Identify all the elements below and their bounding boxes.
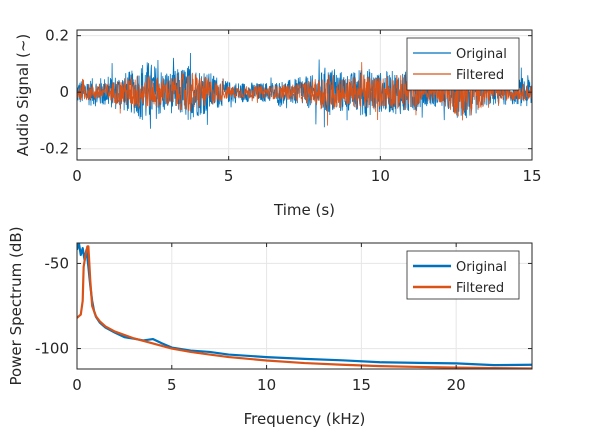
legend-box — [406, 250, 520, 300]
x-tick-label: 15 — [522, 167, 541, 185]
x-tick-label: 5 — [224, 167, 234, 185]
legend-label-filtered: Filtered — [456, 281, 504, 296]
x-tick-label: 10 — [371, 167, 390, 185]
legend-label-filtered: Filtered — [456, 68, 504, 83]
x-tick-label: 0 — [72, 167, 82, 185]
x-axis-label: Time (s) — [273, 201, 335, 219]
y-tick-label: -50 — [45, 254, 70, 272]
x-axis-label: Frequency (kHz) — [244, 410, 366, 428]
x-tick-label: 15 — [352, 376, 371, 394]
x-tick-label: 5 — [167, 376, 177, 394]
x-tick-label: 20 — [447, 376, 466, 394]
y-tick-label: -100 — [35, 340, 69, 358]
legend: Original Filtered — [406, 250, 520, 300]
x-tick-label: 0 — [72, 376, 82, 394]
y-tick-label: -0.2 — [40, 140, 69, 158]
y-axis-label: Power Spectrum (dB) — [7, 226, 25, 385]
legend-label-original: Original — [456, 47, 507, 62]
axes-box — [76, 242, 533, 370]
legend-label-original: Original — [456, 260, 507, 275]
legend: Original Filtered — [406, 37, 520, 91]
y-tick-label: 0 — [59, 83, 69, 101]
y-tick-label: 0.2 — [45, 27, 69, 45]
spectrum-plot: 0 5 10 15 20 -50 -100 Frequency (kHz) Power Spec… — [7, 226, 533, 428]
y-axis-label: Audio Signal (~) — [14, 34, 32, 157]
x-tick-label: 10 — [257, 376, 276, 394]
legend-box — [406, 37, 520, 91]
axes-box — [76, 29, 533, 161]
